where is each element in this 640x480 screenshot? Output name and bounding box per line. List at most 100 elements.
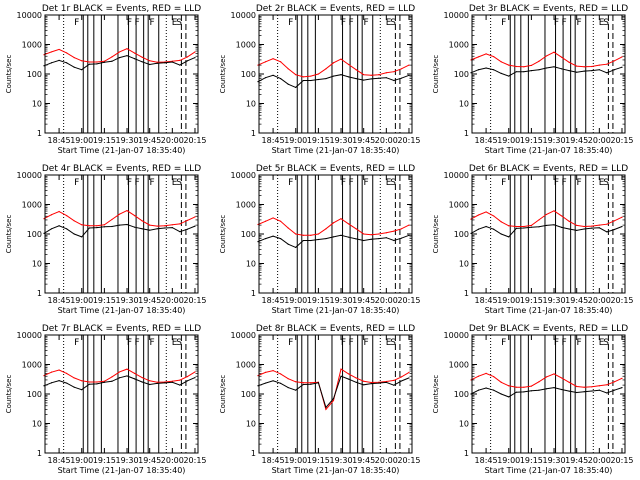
x-tick-label: 19:00 xyxy=(497,456,520,465)
data-point xyxy=(545,224,548,227)
x-tick-label: 18:45 xyxy=(48,296,71,305)
data-point xyxy=(325,237,327,240)
panel-title: Det 1r BLACK = Events, RED = LLD xyxy=(42,4,201,14)
data-point xyxy=(149,224,151,226)
x-tick-label: 18:45 xyxy=(475,456,498,465)
y-tick-label: 10 xyxy=(459,260,469,269)
flag-label: S xyxy=(390,338,396,348)
data-point xyxy=(355,69,357,71)
data-point xyxy=(257,375,259,377)
data-point xyxy=(477,389,480,391)
data-point xyxy=(613,381,616,383)
data-point xyxy=(613,228,616,231)
y-tick-label: 1 xyxy=(37,449,42,458)
data-point xyxy=(58,210,60,213)
data-point xyxy=(598,389,600,391)
data-point xyxy=(164,227,166,229)
data-point xyxy=(515,391,517,393)
y-tick-label: 100 xyxy=(241,390,256,399)
data-point xyxy=(500,72,502,74)
data-point xyxy=(591,386,593,388)
data-point xyxy=(194,56,196,59)
y-tick-label: 1000 xyxy=(22,201,42,210)
x-tick-label: 18:45 xyxy=(475,136,498,145)
x-tick-label: 19:45 xyxy=(138,456,161,465)
data-point xyxy=(111,225,113,228)
data-point xyxy=(560,56,563,58)
data-point xyxy=(470,393,472,395)
flag-label: F xyxy=(577,18,582,28)
flag-label: S xyxy=(603,18,609,28)
data-point xyxy=(355,381,357,383)
data-point xyxy=(400,68,403,70)
data-point xyxy=(257,81,259,83)
data-point xyxy=(545,55,548,57)
data-point xyxy=(264,77,267,79)
flag-label: F xyxy=(150,338,155,348)
data-point xyxy=(523,227,525,229)
flag-label: F xyxy=(134,178,139,188)
data-point xyxy=(88,225,90,227)
data-point xyxy=(88,227,90,229)
panel-det-1: Det 1r BLACK = Events, RED = LLD Counts/s… xyxy=(5,4,207,155)
data-point xyxy=(493,389,495,391)
data-point xyxy=(370,238,372,240)
data-point xyxy=(332,397,335,400)
y-tick-label: 10 xyxy=(32,100,42,109)
x-tick-label: 19:30 xyxy=(543,296,566,305)
data-point xyxy=(332,236,335,238)
x-tick-label: 20:15 xyxy=(610,456,633,465)
y-axis-label: Counts/sec xyxy=(219,375,227,414)
y-tick-label: 100 xyxy=(241,70,256,79)
data-point xyxy=(530,70,532,72)
flag-label: E xyxy=(172,18,178,28)
data-point xyxy=(538,219,540,221)
data-point xyxy=(370,234,372,236)
data-point xyxy=(355,228,357,230)
data-point xyxy=(310,75,312,77)
data-point xyxy=(302,383,304,386)
x-tick-label: 19:30 xyxy=(543,136,566,145)
data-point xyxy=(621,225,623,228)
y-tick-label: 10000 xyxy=(17,171,42,180)
flag-label: F xyxy=(348,18,353,28)
data-point xyxy=(508,225,510,227)
data-point xyxy=(295,381,297,383)
data-point xyxy=(591,225,593,227)
x-tick-label: 19:45 xyxy=(352,296,375,305)
flag-label: S xyxy=(390,178,396,188)
flag-label: E xyxy=(172,178,178,188)
data-point xyxy=(508,75,510,77)
y-tick-label: 1 xyxy=(251,449,256,458)
x-tick-label: 20:00 xyxy=(588,456,611,465)
y-tick-label: 10 xyxy=(32,420,42,429)
data-point xyxy=(295,246,297,249)
data-point xyxy=(508,396,510,398)
data-point xyxy=(560,68,563,70)
x-tick-label: 19:15 xyxy=(93,456,116,465)
data-point xyxy=(598,224,600,226)
y-tick-label: 1 xyxy=(464,129,469,138)
data-point xyxy=(583,228,585,230)
x-tick-label: 20:15 xyxy=(610,136,633,145)
data-point xyxy=(508,236,510,238)
data-point xyxy=(179,379,181,381)
x-axis-label: Start Time (21-Jan-07 18:35:40) xyxy=(272,146,400,155)
x-tick-label: 20:00 xyxy=(588,136,611,145)
data-point xyxy=(66,382,68,384)
data-point xyxy=(257,241,259,243)
data-point xyxy=(280,77,282,80)
x-axis-label: Start Time (21-Jan-07 18:35:40) xyxy=(58,146,186,155)
y-tick-label: 100 xyxy=(27,70,42,79)
panel-title: Det 4r BLACK = Events, RED = LLD xyxy=(42,164,201,174)
data-point xyxy=(598,227,600,229)
flag-label: F xyxy=(577,338,582,348)
data-point xyxy=(171,61,173,63)
data-point xyxy=(73,56,75,59)
y-tick-label: 1000 xyxy=(449,361,469,370)
y-tick-label: 1000 xyxy=(236,361,256,370)
data-point xyxy=(477,69,480,71)
data-point xyxy=(583,70,585,72)
y-axis-label: Counts/sec xyxy=(432,375,440,414)
x-tick-label: 18:45 xyxy=(262,296,285,305)
